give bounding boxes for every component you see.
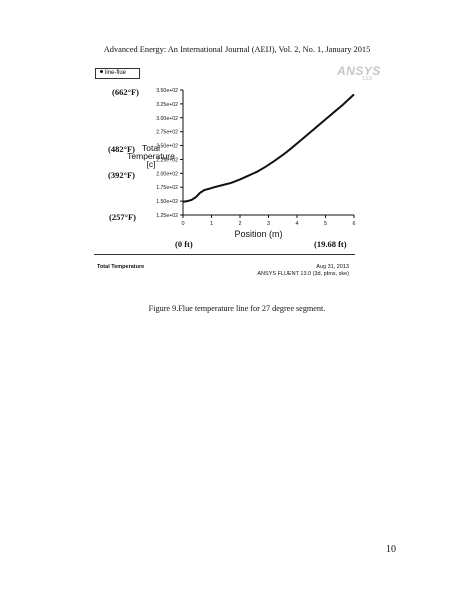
y-tick-label: 2.75e+02	[156, 130, 178, 136]
x-tick-label: 1	[210, 221, 213, 227]
footer-date: Aug 31, 2013	[316, 264, 349, 270]
x-axis-title: Position (m)	[234, 229, 282, 239]
ansys-logo: ANSYS 13.0	[337, 64, 381, 90]
legend-bullet-icon	[100, 70, 103, 74]
temperature-chart: 1.25e+02 1.50e+02 1.75e+02 2.00e+02 2.25e+02…	[127, 88, 355, 239]
x-tick-label: 3	[267, 221, 270, 227]
figure-caption: Figure 9.Flue temperature line for 27 de…	[148, 304, 326, 313]
x-tick-label: 0	[181, 221, 184, 227]
y-tick-label: 3.50e+02	[156, 88, 178, 94]
x-tick-label: 2	[238, 221, 241, 227]
logo-subtext: 13.0	[362, 76, 372, 82]
annotation-257f: (257°F)	[109, 212, 137, 222]
x-tick-labels: 0 1 2 3 4 5 6	[181, 221, 355, 227]
x-tick-label: 6	[352, 221, 355, 227]
annotation-482f: (482°F)	[108, 144, 136, 154]
footer-label: Total Temperature	[97, 264, 145, 270]
y-tick-label: 3.25e+02	[156, 102, 178, 108]
y-axis-title-line: [c]	[147, 159, 156, 169]
axes	[180, 89, 355, 218]
fluent-footer-box: Total Temperature Aug 31, 2013 ANSYS FLU…	[94, 254, 355, 280]
journal-header: Advanced Energy: An International Journa…	[103, 45, 371, 54]
y-tick-label: 1.25e+02	[156, 213, 178, 219]
x-tick-label: 4	[295, 221, 298, 227]
y-axis-title-line: Total	[142, 143, 160, 153]
y-tick-label: 2.00e+02	[156, 171, 178, 177]
y-axis-title-line: Temperature	[127, 151, 175, 161]
x-tick-label: 5	[324, 221, 327, 227]
y-tick-label: 1.75e+02	[156, 185, 178, 191]
y-tick-label: 2.50e+02	[156, 144, 178, 150]
logo-text: ANSYS	[337, 64, 381, 78]
annotation-19-68ft: (19.68 ft)	[314, 239, 347, 249]
legend-box: line-flue	[95, 68, 140, 79]
footer-software: ANSYS FLUENT 13.0 (3d, pbns, ske)	[257, 271, 349, 277]
y-tick-label: 3.00e+02	[156, 116, 178, 122]
annotation-662f: (662°F)	[112, 87, 140, 97]
annotation-392f: (392°F)	[108, 170, 136, 180]
series-line	[182, 93, 355, 203]
y-tick-labels: 1.25e+02 1.50e+02 1.75e+02 2.00e+02 2.25e+02…	[156, 88, 178, 219]
y-tick-label: 2.25e+02	[156, 157, 178, 163]
y-tick-label: 1.50e+02	[156, 199, 178, 205]
legend-label: line-flue	[105, 70, 127, 76]
annotation-0ft: (0 ft)	[175, 239, 193, 249]
page-number: 10	[386, 544, 396, 555]
footer-date-block: Aug 31, 2013 ANSYS FLUENT 13.0 (3d, pbns…	[257, 264, 349, 278]
